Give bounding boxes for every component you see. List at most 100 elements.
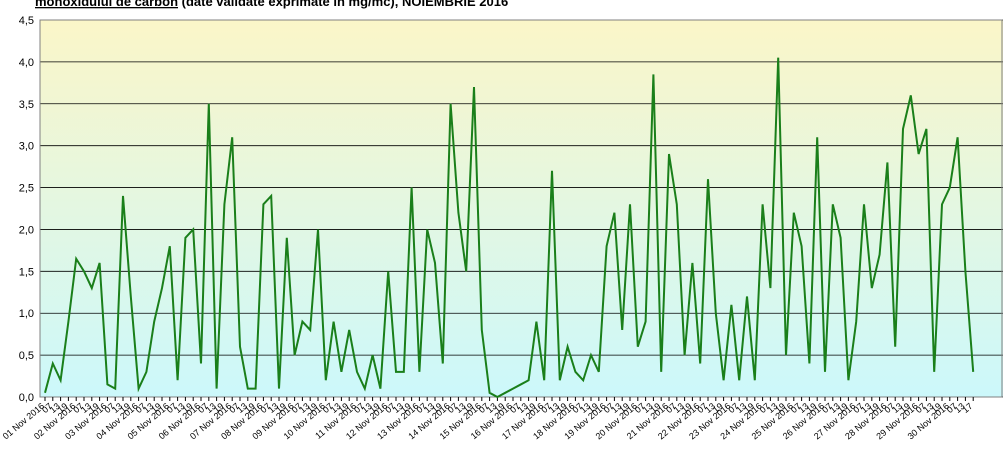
x-tick-label: 13 [297, 401, 311, 415]
x-tick-label: 19 [399, 401, 413, 415]
x-tick-label: 13 [703, 401, 717, 415]
x-tick-label: 07 [820, 401, 834, 415]
x-tick-label: 07 [570, 401, 584, 415]
y-tick-label: 4,5 [19, 15, 34, 27]
y-tick-label: 3,0 [19, 141, 34, 153]
x-tick-label: 07 [352, 401, 366, 415]
x-tick-label: 13 [859, 401, 873, 415]
y-tick-label: 4,0 [19, 57, 34, 69]
subtitle: (date validate exprimate in mg/mc), NOIE… [182, 0, 509, 9]
x-tick-label: 17 [960, 401, 974, 415]
x-tick-label: 19 [524, 401, 538, 415]
x-tick-label: 07 [602, 401, 616, 415]
x-tick-label: 19 [836, 401, 850, 415]
x-tick-label: 13 [453, 401, 467, 415]
x-tick-label: 13 [360, 401, 374, 415]
x-tick-label: 19 [804, 401, 818, 415]
x-tick-label: 19 [149, 401, 163, 415]
x-tick-label: 19 [586, 401, 600, 415]
x-tick-label: 13 [391, 401, 405, 415]
x-tick-label: 19 [243, 401, 257, 415]
plot-area [40, 20, 1003, 397]
x-tick-label: 19 [648, 401, 662, 415]
x-tick-label: 19 [492, 401, 506, 415]
x-tick-label: 07 [851, 401, 865, 415]
x-tick-label: 13 [578, 401, 592, 415]
y-tick-label: 2,0 [19, 224, 34, 236]
x-tick-label: 13 [422, 401, 436, 415]
x-tick-label: 13 [953, 401, 967, 415]
x-tick-label: 19 [898, 401, 912, 415]
x-tick-label: 07 [321, 401, 335, 415]
chart-title: monoxidului de carbon (date validate exp… [35, 0, 508, 9]
x-tick-label: 07 [40, 401, 54, 415]
x-tick-label: 07 [414, 401, 428, 415]
x-tick-label: 13 [797, 401, 811, 415]
x-tick-label: 13 [828, 401, 842, 415]
x-tick-label: 07 [508, 401, 522, 415]
x-tick-label: 07 [477, 401, 491, 415]
x-tick-label: 19 [56, 401, 70, 415]
x-tick-label: 13 [329, 401, 343, 415]
x-tick-label: 13 [48, 401, 62, 415]
x-tick-label: 13 [141, 401, 155, 415]
x-tick-label: 13 [672, 401, 686, 415]
x-tick-label: 13 [485, 401, 499, 415]
x-tick-label: 13 [204, 401, 218, 415]
x-tick-label: 07 [789, 401, 803, 415]
x-tick-label: 13 [173, 401, 187, 415]
x-tick-label: 19 [555, 401, 569, 415]
x-tick-label: 19 [336, 401, 350, 415]
x-tick-label: 19 [212, 401, 226, 415]
x-tick-label: 07 [914, 401, 928, 415]
y-tick-label: 0,0 [19, 392, 34, 404]
x-tick-label: 13 [641, 401, 655, 415]
x-tick-label: 19 [742, 401, 756, 415]
x-tick-label: 19 [680, 401, 694, 415]
x-tick-label: 13 [235, 401, 249, 415]
x-tick-label: 07 [726, 401, 740, 415]
x-tick-label: 07 [539, 401, 553, 415]
y-tick-label: 1,0 [19, 308, 34, 320]
x-tick-label: 07 [102, 401, 116, 415]
x-tick-label: 07 [165, 401, 179, 415]
x-tick-label: 07 [882, 401, 896, 415]
x-tick-label: 07 [664, 401, 678, 415]
title: monoxidului de carbon [35, 0, 178, 9]
x-tick-label: 07 [290, 401, 304, 415]
y-tick-label: 1,5 [19, 266, 34, 278]
x-tick-label: 13 [79, 401, 93, 415]
x-tick-label: 07 [446, 401, 460, 415]
x-tick-label: 13 [547, 401, 561, 415]
x-tick-label: 13 [516, 401, 530, 415]
x-tick-label: 19 [87, 401, 101, 415]
y-tick-label: 3,5 [19, 99, 34, 111]
x-tick-label: 13 [890, 401, 904, 415]
x-tick-label: 19 [711, 401, 725, 415]
x-tick-label: 13 [734, 401, 748, 415]
x-tick-label: 07 [227, 401, 241, 415]
x-tick-label: 13 [921, 401, 935, 415]
x-tick-label: 07 [633, 401, 647, 415]
x-tick-label: 19 [274, 401, 288, 415]
x-tick-label: 19 [118, 401, 132, 415]
x-tick-label: 19 [929, 401, 943, 415]
x-tick-label: 19 [461, 401, 475, 415]
x-tick-label: 07 [695, 401, 709, 415]
x-tick-label: 19 [773, 401, 787, 415]
x-tick-label: 07 [196, 401, 210, 415]
x-tick-label: 19 [430, 401, 444, 415]
x-tick-label: 19 [180, 401, 194, 415]
x-tick-label: 07 [945, 401, 959, 415]
x-tick-label: 19 [867, 401, 881, 415]
y-tick-label: 2,5 [19, 183, 34, 195]
x-tick-label: 07 [258, 401, 272, 415]
x-tick-label: 13 [609, 401, 623, 415]
x-tick-label: 19 [305, 401, 319, 415]
x-tick-label: 07 [758, 401, 772, 415]
x-tick-label: 07 [134, 401, 148, 415]
x-tick-label: 13 [266, 401, 280, 415]
y-tick-label: 0,5 [19, 350, 34, 362]
x-tick-label: 07 [383, 401, 397, 415]
